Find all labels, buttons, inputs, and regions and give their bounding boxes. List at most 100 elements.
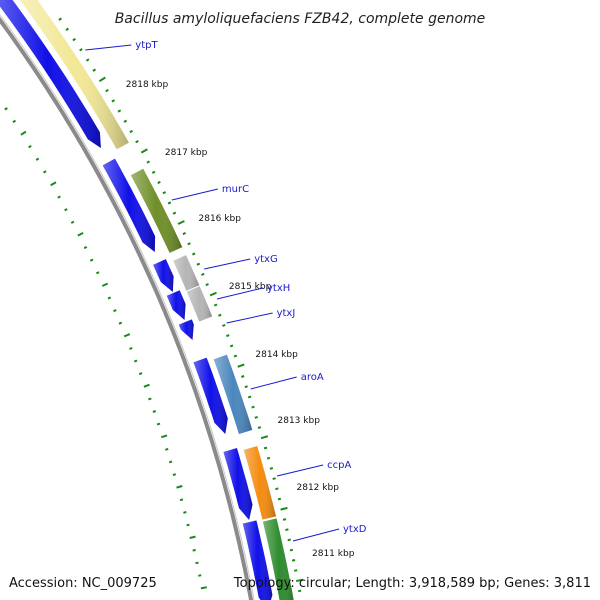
- inner-tick: [70, 220, 75, 224]
- inner-tick: [35, 157, 40, 161]
- outer-tick: [140, 148, 148, 154]
- kbp-label: 2814 kbp: [255, 350, 298, 360]
- inner-tick: [186, 523, 190, 527]
- kbp-label: 2816 kbp: [199, 214, 242, 224]
- outer-tick: [233, 354, 238, 358]
- outer-tick: [257, 426, 262, 429]
- inner-tick: [64, 208, 68, 212]
- outer-tick: [177, 220, 185, 225]
- kbp-label: 2812 kbp: [297, 483, 340, 493]
- gene-label-ytpt: ytpT: [135, 40, 158, 51]
- outer-tick: [266, 456, 271, 460]
- gene-leader-line: [250, 376, 297, 390]
- inner-tick: [200, 586, 207, 590]
- inner-tick: [89, 258, 94, 262]
- outer-tick: [294, 569, 298, 572]
- forward-cds-arrow-shade: [242, 520, 273, 600]
- gene-block-ytpt-shade: [19, 0, 129, 150]
- gene-block-ytxd-shade: [262, 518, 294, 600]
- outer-tick: [92, 68, 97, 72]
- outer-tick: [296, 578, 304, 582]
- outer-tick: [237, 363, 245, 368]
- outer-tick: [58, 17, 62, 21]
- forward-cds-arrow-shade: [193, 357, 228, 434]
- gene-block-murc-shade: [130, 168, 183, 253]
- forward-cds-arrow-shade: [0, 0, 101, 148]
- inner-tick-ring: [4, 107, 207, 590]
- inner-tick: [133, 359, 138, 363]
- outer-tick: [277, 497, 282, 501]
- inner-tick: [101, 282, 109, 287]
- inner-tick: [77, 232, 84, 237]
- kbp-label: 2818 kbp: [126, 80, 169, 90]
- outer-tick: [275, 487, 279, 491]
- gene-label-aroa: aroA: [301, 372, 324, 383]
- gene-block-ytxg-shade: [173, 255, 200, 291]
- inner-tick: [95, 271, 100, 275]
- gene-block-aroa-shade: [213, 354, 253, 435]
- gene-label-ytxd: ytxD: [343, 524, 367, 535]
- inner-tick: [176, 485, 183, 489]
- inner-tick: [192, 548, 196, 552]
- outer-tick: [280, 506, 288, 511]
- inner-tick: [107, 296, 112, 300]
- outer-tick: [79, 48, 83, 52]
- outer-tick: [218, 313, 222, 317]
- inner-tick: [129, 346, 133, 350]
- outer-tick: [162, 191, 167, 195]
- inner-tick: [165, 447, 169, 451]
- genome-backbone: [0, 14, 255, 600]
- inner-tick: [50, 181, 57, 187]
- genome-summary-text: Topology: circular; Length: 3,918,589 bp…: [233, 576, 591, 591]
- outer-tick: [285, 528, 289, 531]
- gene-block-ytxh-shade: [186, 286, 213, 322]
- inner-tick: [160, 434, 168, 439]
- outer-tick: [201, 272, 205, 276]
- gene-label-group: ytpT murC ytxG ytxH ytxJ aroA ccpA ytxD: [85, 40, 367, 542]
- inner-tick: [143, 383, 150, 388]
- inner-tick: [198, 574, 202, 577]
- gene-block-ccpa-shade: [243, 446, 276, 520]
- gene-label-murc: murC: [222, 184, 249, 195]
- outer-tick: [98, 76, 106, 83]
- outer-tick: [111, 99, 115, 103]
- outer-tick: [272, 477, 276, 480]
- outer-tick: [244, 385, 248, 389]
- outer-tick: [222, 323, 226, 327]
- inner-tick: [57, 195, 61, 199]
- outer-tick: [298, 589, 302, 593]
- map-title: Bacillus amyloliquefaciens FZB42, comple…: [115, 11, 486, 27]
- inner-tick: [179, 498, 184, 502]
- outer-tick: [191, 252, 196, 256]
- outer-tick: [291, 559, 296, 562]
- backbone-highlight: [0, 14, 255, 600]
- outer-tick: [251, 405, 255, 409]
- kbp-label-group: 2818 kbp 2817 kbp 2816 kbp 2815 kbp 2814 kbp…: [126, 80, 355, 559]
- gene-leader-line: [171, 188, 219, 201]
- inner-tick: [118, 321, 123, 325]
- outer-tick: [226, 334, 230, 338]
- gene-leader-line: [292, 528, 340, 542]
- outer-tick: [289, 548, 294, 552]
- gene-leader-line: [276, 464, 324, 477]
- outer-tick: [263, 446, 268, 450]
- gene-track: [19, 0, 294, 600]
- inner-tick: [152, 410, 157, 413]
- outer-tick: [65, 27, 69, 32]
- outer-tick: [205, 283, 209, 287]
- kbp-label: 2817 kbp: [165, 148, 208, 158]
- gene-leader-line: [216, 287, 264, 300]
- outer-tick: [172, 211, 177, 215]
- outer-tick: [209, 291, 217, 297]
- forward-cds-arrow-shade: [178, 319, 194, 340]
- inner-tick: [148, 397, 152, 401]
- inner-tick: [195, 561, 199, 565]
- outer-tick: [167, 201, 172, 205]
- kbp-label: 2813 kbp: [278, 416, 321, 426]
- outer-tick: [254, 415, 258, 419]
- outer-tick: [157, 180, 161, 185]
- accession-text: Accession: NC_009725: [9, 576, 157, 591]
- backbone-arc: [0, 16, 254, 600]
- kbp-label: 2815 kbp: [229, 282, 272, 292]
